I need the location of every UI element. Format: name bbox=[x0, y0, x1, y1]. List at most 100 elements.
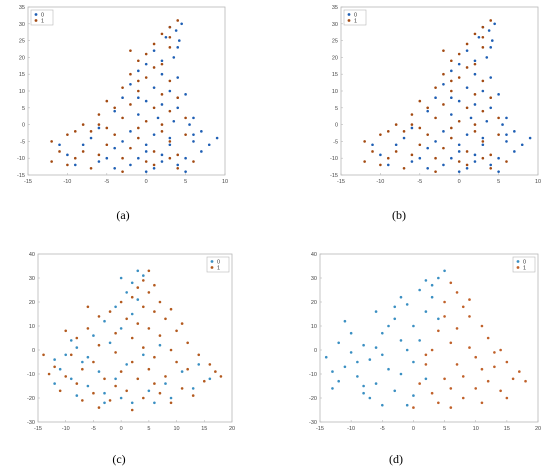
data-point-series-0 bbox=[113, 146, 116, 150]
data-point-series-1 bbox=[169, 401, 173, 405]
data-point-series-0 bbox=[152, 166, 156, 170]
data-point-series-0 bbox=[176, 46, 180, 49]
data-point-series-0 bbox=[387, 324, 390, 328]
data-point-series-0 bbox=[442, 130, 445, 133]
data-point-series-1 bbox=[180, 322, 184, 325]
y-tick-label: 40 bbox=[29, 252, 35, 258]
data-point-series-0 bbox=[473, 153, 477, 157]
data-point-series-1 bbox=[197, 353, 201, 357]
data-point-series-0 bbox=[160, 59, 164, 63]
data-point-series-0 bbox=[121, 96, 124, 100]
data-point-series-1 bbox=[153, 310, 156, 313]
data-point-series-0 bbox=[114, 377, 117, 381]
data-point-series-1 bbox=[402, 166, 406, 170]
x-tick-label: 20 bbox=[535, 426, 541, 432]
data-point-series-0 bbox=[412, 324, 415, 328]
data-point-series-0 bbox=[337, 379, 340, 383]
data-point-series-0 bbox=[393, 305, 397, 309]
data-point-series-1 bbox=[152, 106, 156, 110]
legend-marker-0 bbox=[347, 13, 351, 16]
y-tick-label: -10 bbox=[27, 372, 35, 378]
data-point-series-1 bbox=[58, 389, 62, 393]
data-point-series-1 bbox=[73, 156, 77, 160]
data-point-series-0 bbox=[172, 119, 176, 123]
data-point-series-0 bbox=[374, 346, 378, 349]
data-point-series-1 bbox=[136, 377, 140, 381]
axes-frame bbox=[27, 6, 226, 176]
data-point-series-1 bbox=[75, 382, 79, 385]
data-point-series-1 bbox=[449, 387, 453, 390]
data-point-series-0 bbox=[174, 29, 178, 32]
y-tick-label: 20 bbox=[332, 55, 338, 61]
data-point-series-0 bbox=[405, 348, 409, 352]
data-point-series-1 bbox=[412, 406, 415, 409]
data-point-series-1 bbox=[164, 375, 167, 378]
legend-label-1: 1 bbox=[217, 266, 220, 272]
data-point-series-1 bbox=[410, 153, 414, 157]
data-point-series-0 bbox=[356, 360, 359, 364]
data-point-series-1 bbox=[214, 370, 217, 373]
data-point-series-1 bbox=[147, 327, 151, 330]
data-point-series-1 bbox=[394, 123, 398, 126]
data-point-series-1 bbox=[473, 32, 477, 36]
data-point-series-1 bbox=[160, 62, 164, 66]
data-point-series-1 bbox=[113, 133, 116, 136]
caption-c: (c) bbox=[112, 452, 126, 466]
data-point-series-0 bbox=[144, 143, 148, 147]
data-point-series-0 bbox=[374, 382, 378, 385]
data-point-series-1 bbox=[89, 130, 93, 133]
data-point-series-1 bbox=[121, 116, 124, 120]
data-point-series-1 bbox=[169, 307, 173, 311]
y-tick-label: 35 bbox=[332, 5, 338, 11]
data-point-series-1 bbox=[465, 150, 469, 153]
data-point-series-1 bbox=[511, 377, 515, 381]
data-point-series-1 bbox=[457, 76, 461, 79]
data-point-series-0 bbox=[489, 76, 493, 79]
data-point-series-1 bbox=[105, 126, 109, 130]
data-point-series-1 bbox=[142, 279, 145, 282]
data-point-series-0 bbox=[520, 143, 524, 147]
data-point-series-1 bbox=[473, 93, 477, 96]
data-point-series-1 bbox=[81, 399, 84, 402]
y-tick-label: 5 bbox=[22, 106, 25, 112]
data-point-series-0 bbox=[156, 116, 160, 120]
data-point-series-0 bbox=[168, 89, 172, 93]
y-tick-label: 0 bbox=[22, 123, 25, 129]
data-point-series-0 bbox=[160, 103, 164, 106]
data-point-series-1 bbox=[450, 59, 453, 63]
data-point-series-0 bbox=[69, 339, 73, 342]
data-point-series-1 bbox=[158, 391, 162, 395]
data-point-series-0 bbox=[393, 317, 397, 321]
data-point-series-0 bbox=[497, 93, 500, 96]
y-tick-label: -5 bbox=[20, 139, 25, 145]
data-point-series-1 bbox=[443, 300, 446, 304]
data-point-series-1 bbox=[186, 367, 189, 371]
y-tick-label: 30 bbox=[19, 22, 25, 28]
data-point-series-0 bbox=[168, 136, 172, 140]
data-point-series-1 bbox=[480, 367, 484, 371]
data-point-series-0 bbox=[208, 377, 212, 381]
data-point-series-1 bbox=[481, 109, 485, 113]
data-point-series-0 bbox=[137, 69, 140, 73]
data-point-series-1 bbox=[480, 401, 484, 405]
data-point-series-1 bbox=[465, 163, 469, 167]
data-point-series-0 bbox=[113, 166, 116, 170]
data-point-series-0 bbox=[386, 163, 390, 167]
data-point-series-1 bbox=[168, 79, 172, 83]
data-point-series-1 bbox=[468, 346, 471, 349]
y-tick-label: 35 bbox=[19, 5, 25, 11]
data-point-series-1 bbox=[437, 401, 440, 405]
x-tick-label: -15 bbox=[316, 426, 324, 432]
data-point-series-0 bbox=[481, 136, 485, 140]
data-point-series-0 bbox=[450, 113, 453, 116]
data-point-series-1 bbox=[75, 336, 79, 340]
data-point-series-0 bbox=[450, 69, 453, 73]
data-point-series-0 bbox=[356, 375, 359, 378]
data-point-series-1 bbox=[481, 35, 485, 39]
data-point-series-0 bbox=[513, 150, 516, 153]
data-point-series-1 bbox=[153, 283, 156, 287]
data-point-series-0 bbox=[362, 391, 365, 395]
data-point-series-1 bbox=[105, 99, 109, 103]
y-tick-label: 30 bbox=[332, 22, 338, 28]
y-tick-label: 20 bbox=[19, 55, 25, 61]
